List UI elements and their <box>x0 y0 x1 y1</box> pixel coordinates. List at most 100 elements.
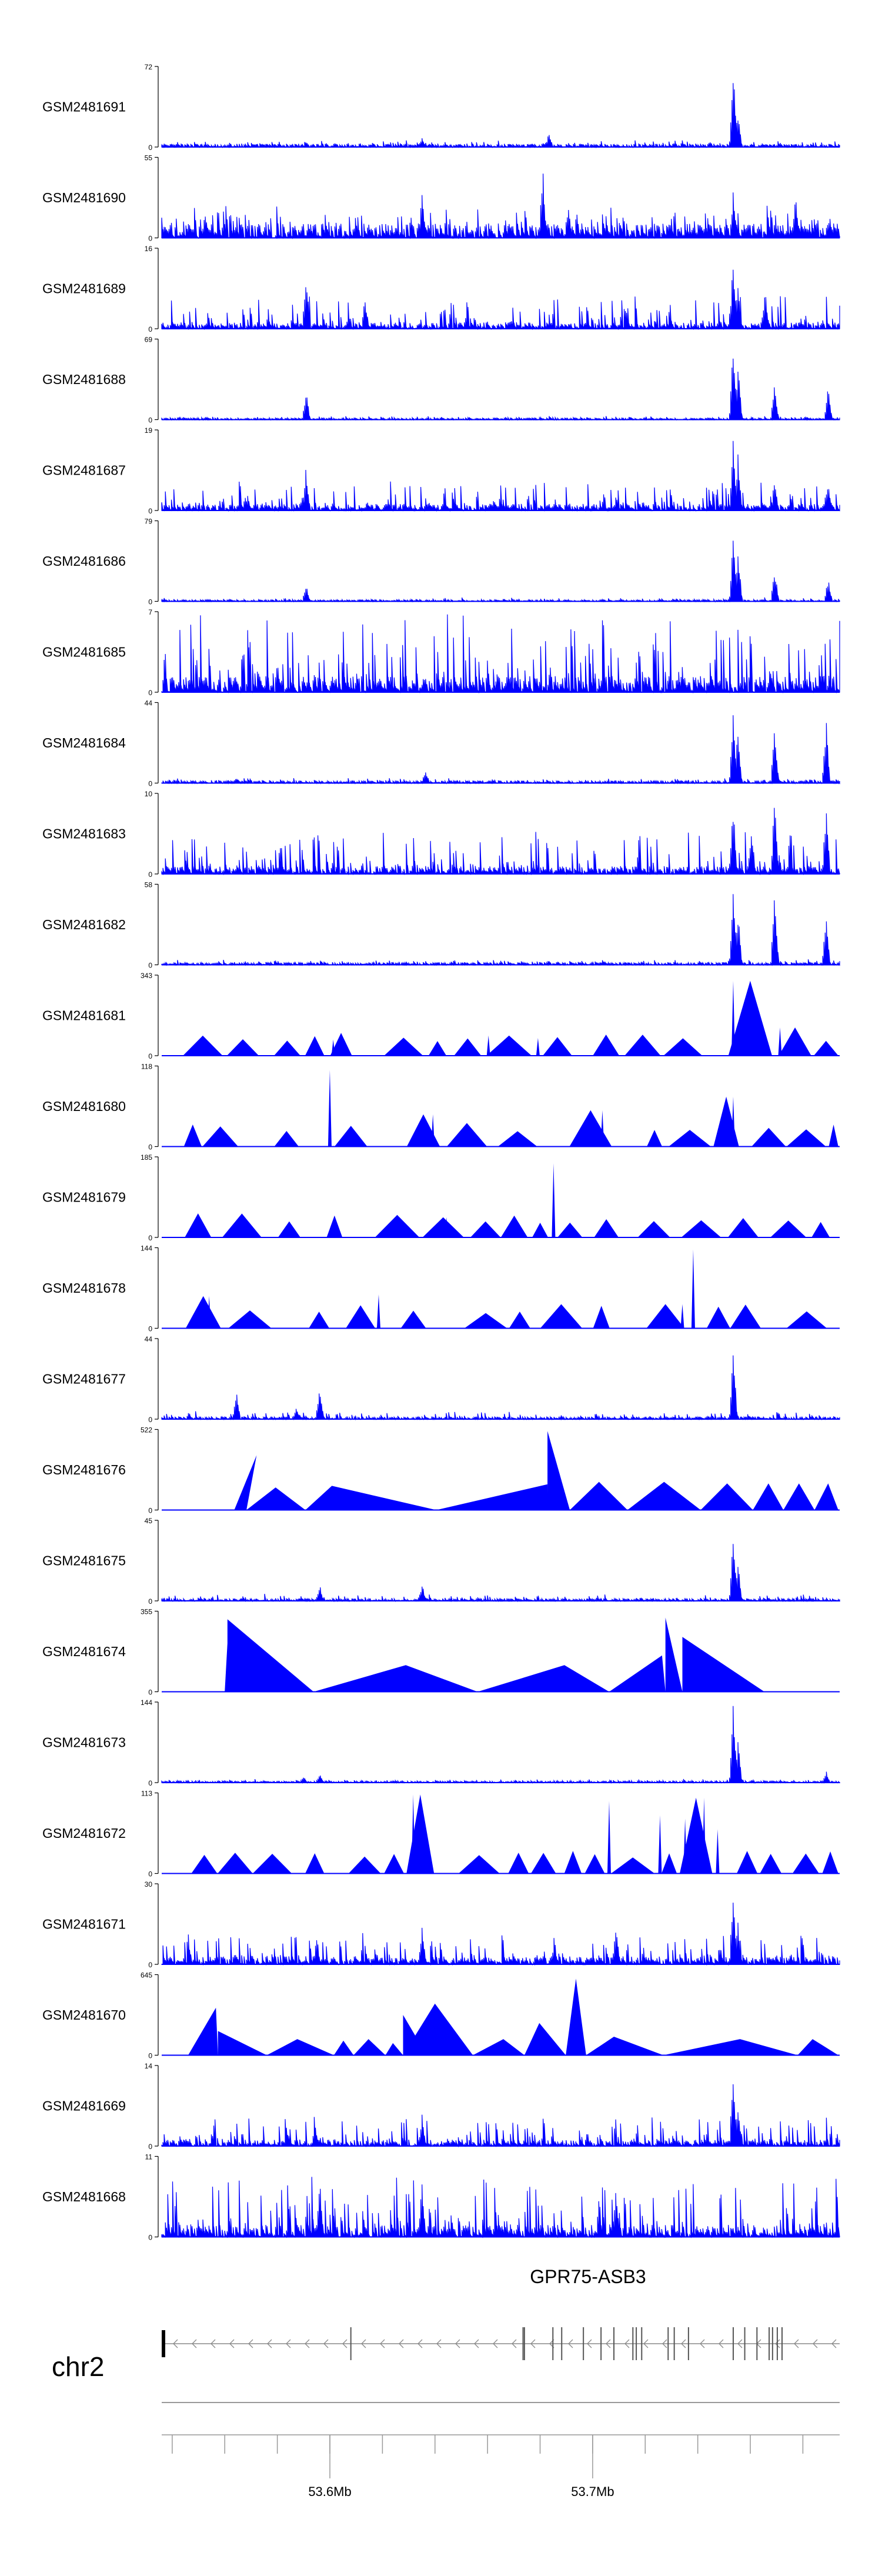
signal-tracks: GSM2481691720GSM2481690550GSM2481689160G… <box>42 63 840 2242</box>
strand-arrow <box>305 2339 310 2348</box>
y-axis-min-label: 0 <box>148 1325 152 1333</box>
y-axis-min-label: 0 <box>148 507 152 515</box>
y-axis-max-label: 144 <box>141 1699 152 1707</box>
y-axis-min-label: 0 <box>148 325 152 333</box>
strand-arrow <box>643 2339 649 2348</box>
signal-peak <box>403 2003 473 2056</box>
signal-peak <box>543 1037 572 1056</box>
y-axis-max-label: 45 <box>145 1517 153 1525</box>
signal-peak <box>188 2007 218 2056</box>
signal-peak <box>594 1219 619 1237</box>
track-gsm2481684: GSM2481684 44 0 <box>42 699 840 788</box>
signal-peak <box>234 1455 257 1510</box>
signal-peak <box>662 1853 677 1874</box>
signal-area <box>161 2177 840 2238</box>
strand-arrow <box>192 2339 197 2348</box>
signal-spike <box>607 1801 611 1874</box>
strand-arrow <box>173 2339 178 2348</box>
strand-arrow <box>719 2339 724 2348</box>
track-label: GSM2481686 <box>42 553 126 569</box>
strand-arrow <box>417 2339 423 2348</box>
signal-area <box>161 715 840 785</box>
signal-peak <box>183 1035 223 1056</box>
y-axis-min-label: 0 <box>148 780 152 788</box>
y-axis-max-label: 522 <box>141 1426 152 1434</box>
strand-arrow <box>248 2339 253 2348</box>
y-axis-max-label: 113 <box>141 1790 152 1798</box>
y-axis-min-label: 0 <box>148 1143 152 1152</box>
signal-peak <box>191 1854 218 1874</box>
gene-name-label: GPR75-ASB3 <box>530 2266 646 2287</box>
track-label: GSM2481675 <box>42 1553 126 1569</box>
signal-peak <box>246 1487 306 1510</box>
genome-axis: 53.6Mb 53.7Mb <box>162 2434 840 2499</box>
signal-spike <box>331 1039 335 1056</box>
signal-peak <box>226 1039 259 1056</box>
y-axis-min-label: 0 <box>148 1961 152 1969</box>
signal-peak <box>406 1114 440 1147</box>
signal-peak <box>814 1483 838 1510</box>
strand-arrow <box>775 2339 780 2348</box>
y-axis-min-label: 0 <box>148 2052 152 2060</box>
signal-area <box>161 807 840 876</box>
track-label: GSM2481674 <box>42 1644 126 1659</box>
signal-peak <box>786 1129 826 1147</box>
y-axis-max-label: 118 <box>141 1063 152 1071</box>
track-label: GSM2481678 <box>42 1280 126 1296</box>
signal-area <box>161 173 840 239</box>
signal-peak <box>333 2040 354 2056</box>
signal-peak <box>531 1853 556 1874</box>
signal-peak <box>183 1125 202 1147</box>
y-axis-min-label: 0 <box>148 598 152 606</box>
strand-arrow <box>323 2339 329 2348</box>
signal-peak <box>532 1223 549 1237</box>
strand-arrow <box>267 2339 272 2348</box>
signal-peak <box>400 1310 426 1329</box>
signal-peak <box>524 2023 566 2056</box>
signal-area <box>161 894 840 966</box>
strand-arrow <box>474 2339 479 2348</box>
track-gsm2481668: GSM2481668 11 0 <box>42 2153 840 2242</box>
strand-arrow <box>211 2339 216 2348</box>
y-axis-min-label: 0 <box>148 1689 152 1697</box>
track-gsm2481670: GSM2481670 645 0 <box>42 1971 840 2060</box>
signal-peak <box>737 1851 758 1874</box>
signal-peak <box>346 1305 376 1329</box>
signal-peak <box>222 1213 262 1237</box>
signal-peak <box>540 1304 583 1329</box>
track-gsm2481681: GSM2481681 343 0 <box>42 972 840 1060</box>
signal-peak <box>637 1221 670 1237</box>
track-label: GSM2481688 <box>42 372 126 387</box>
signal-peak <box>663 2039 798 2056</box>
track-gsm2481677: GSM2481677 44 0 <box>42 1335 840 1424</box>
signal-peak <box>770 1220 807 1237</box>
y-axis-max-label: 69 <box>145 336 153 344</box>
signal-peak <box>202 1126 238 1147</box>
y-axis-min-label: 0 <box>148 416 152 425</box>
signal-peak <box>792 1853 819 1874</box>
signal-peak <box>584 1854 605 1874</box>
signal-peak <box>428 1041 447 1056</box>
track-gsm2481674: GSM2481674 355 0 <box>42 1608 840 1697</box>
strand-arrow <box>831 2339 837 2348</box>
signal-peak <box>706 1306 730 1329</box>
signal-peak <box>422 1217 464 1237</box>
signal-spike <box>552 1163 556 1237</box>
strand-arrow <box>700 2339 705 2348</box>
track-label: GSM2481689 <box>42 281 126 296</box>
y-axis-min-label: 0 <box>148 144 152 152</box>
track-gsm2481690: GSM2481690 55 0 <box>42 154 840 243</box>
track-label: GSM2481685 <box>42 645 126 660</box>
signal-peak <box>566 1978 586 2056</box>
signal-peak <box>305 1036 325 1056</box>
signal-peak <box>728 980 772 1056</box>
signal-peak <box>305 1486 436 1510</box>
signal-spike <box>411 1794 415 1874</box>
y-axis-min-label: 0 <box>148 2234 152 2242</box>
signal-peak <box>266 2039 334 2056</box>
signal-peak <box>557 1222 583 1237</box>
chromosome-label: chr2 <box>52 2351 104 2382</box>
signal-peak <box>783 1483 815 1510</box>
signal-peak <box>274 1131 299 1147</box>
y-axis-min-label: 0 <box>148 1234 152 1242</box>
